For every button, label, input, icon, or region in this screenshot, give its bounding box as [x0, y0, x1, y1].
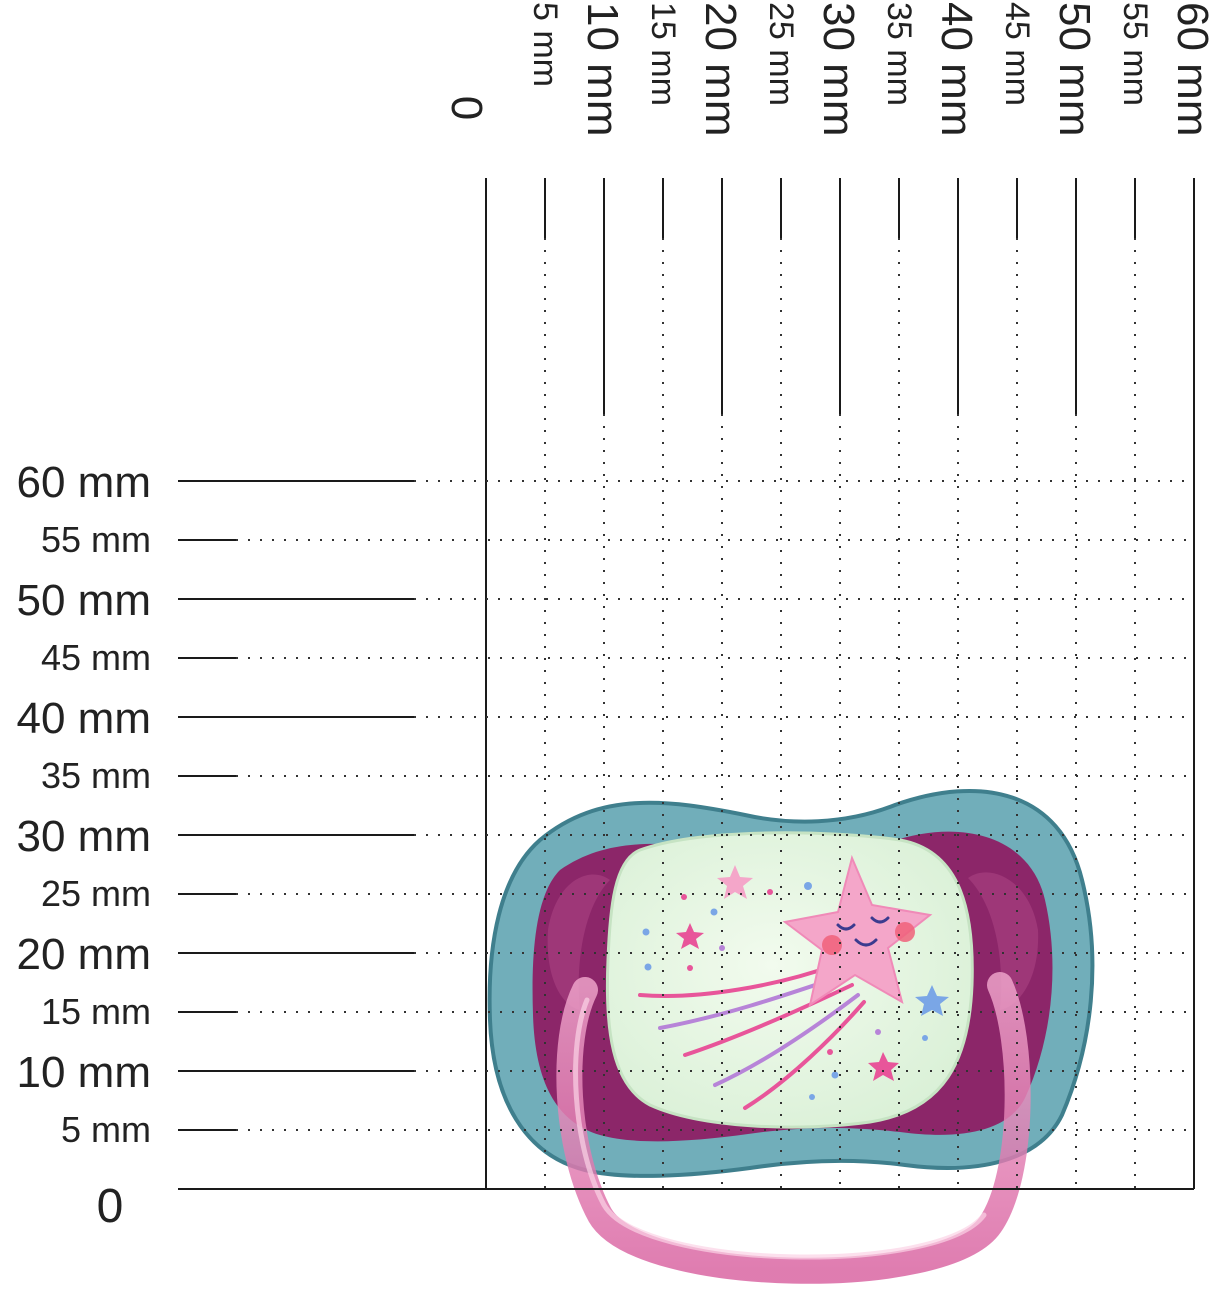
handle-ring-highlight	[573, 997, 987, 1260]
x-zero-label: 0	[442, 96, 491, 120]
tick-labels: 0 0 5 mm 10 mm 15 mm 20 mm 25 mm 30 mm 35 mm 40 m…	[17, 2, 1217, 1233]
shooting-star-trails	[638, 963, 866, 1110]
y-label-15: 15 mm	[41, 991, 151, 1032]
vent-hole-right	[968, 872, 1039, 1010]
vent-hole-left	[547, 874, 610, 1010]
handle-ring	[556, 972, 1031, 1284]
dot-icon	[642, 882, 928, 1100]
y-label-40: 40 mm	[17, 694, 151, 743]
x-label-5: 5 mm	[526, 2, 564, 87]
y-label-20: 20 mm	[17, 930, 151, 979]
x-label-40: 40 mm	[932, 2, 981, 136]
y-zero-label: 0	[97, 1180, 124, 1233]
y-label-45: 45 mm	[41, 637, 151, 678]
grid-lines	[178, 178, 1195, 1190]
y-label-35: 35 mm	[41, 755, 151, 796]
y-label-30: 30 mm	[17, 812, 151, 861]
x-label-20: 20 mm	[696, 2, 745, 136]
x-label-25: 25 mm	[762, 2, 800, 106]
x-label-45: 45 mm	[998, 2, 1036, 106]
y-label-60: 60 mm	[17, 458, 151, 507]
y-label-10: 10 mm	[17, 1048, 151, 1097]
x-label-10: 10 mm	[578, 2, 627, 136]
x-label-50: 50 mm	[1050, 2, 1099, 136]
y-label-5: 5 mm	[61, 1109, 151, 1150]
x-label-55: 55 mm	[1116, 2, 1154, 106]
y-label-55: 55 mm	[41, 519, 151, 560]
small-star-icon	[676, 865, 949, 1081]
x-label-15: 15 mm	[644, 2, 682, 106]
y-label-50: 50 mm	[17, 576, 151, 625]
x-label-60: 60 mm	[1168, 2, 1217, 136]
x-label-35: 35 mm	[880, 2, 918, 106]
y-label-25: 25 mm	[41, 873, 151, 914]
shooting-star-icon	[782, 854, 933, 1008]
pacifier-icon	[487, 788, 1095, 1284]
x-label-30: 30 mm	[814, 2, 863, 136]
